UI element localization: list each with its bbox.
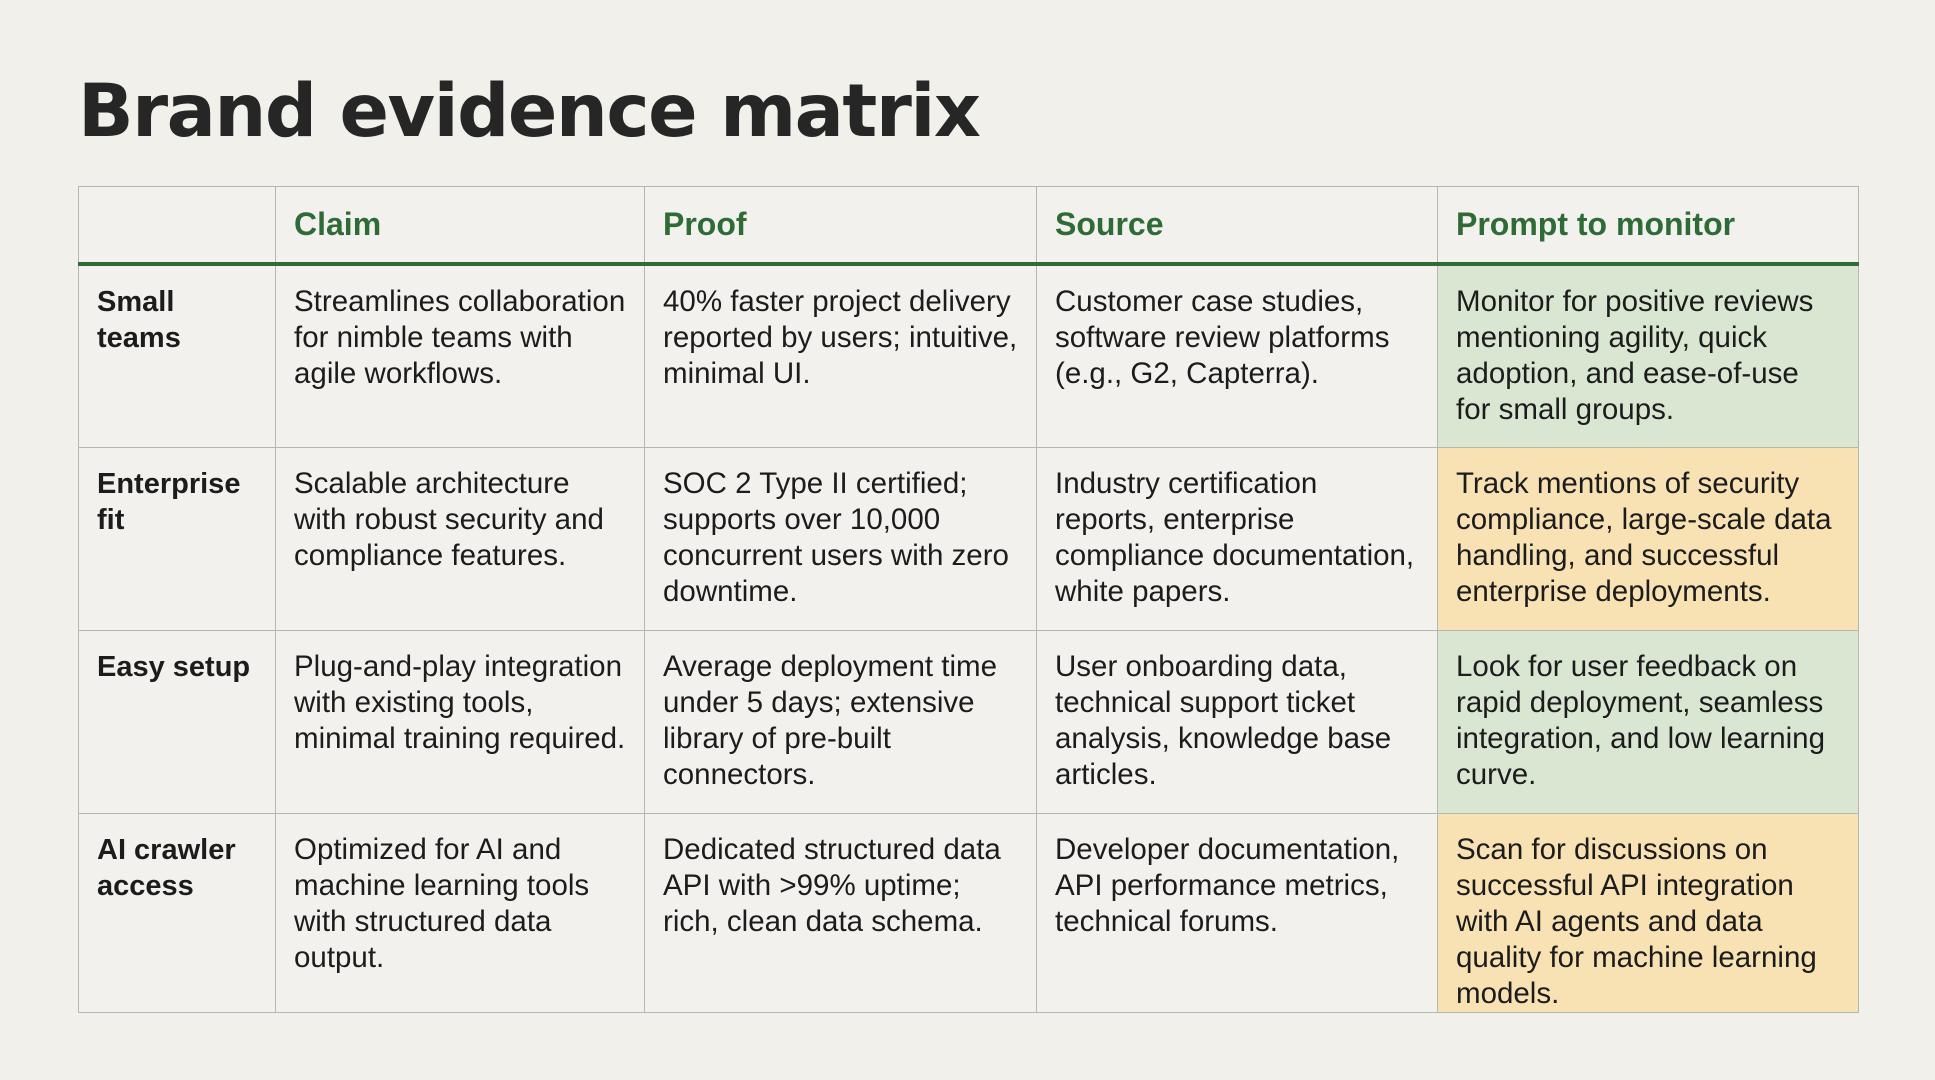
source-cell: Customer case studies, software review p…: [1036, 263, 1438, 448]
row-label-ai-crawler-access: AI crawler access: [78, 812, 276, 1013]
column-header-claim: Claim: [275, 186, 645, 266]
table-row: AI crawler access Optimized for AI and m…: [78, 812, 1859, 1013]
evidence-matrix-table: Claim Proof Source Prompt to monitor Sma…: [78, 186, 1859, 1013]
claim-cell: Optimized for AI and machine learning to…: [275, 812, 645, 1013]
prompt-cell: Monitor for positive reviews mentioning …: [1437, 263, 1859, 448]
proof-cell: Dedicated structured data API with >99% …: [644, 812, 1037, 1013]
column-header-proof: Proof: [644, 186, 1037, 266]
page-title: Brand evidence matrix: [78, 69, 981, 154]
row-label-easy-setup: Easy setup: [78, 629, 276, 814]
claim-cell: Plug-and-play integration with existing …: [275, 629, 645, 814]
column-header-source: Source: [1036, 186, 1438, 266]
column-header-label: [78, 186, 276, 266]
proof-cell: SOC 2 Type II certified; supports over 1…: [644, 446, 1037, 631]
source-cell: User onboarding data, technical support …: [1036, 629, 1438, 814]
row-label-enterprise-fit: Enterprise fit: [78, 446, 276, 631]
table-header-row: Claim Proof Source Prompt to monitor: [78, 186, 1859, 266]
prompt-cell: Look for user feedback on rapid deployme…: [1437, 629, 1859, 814]
source-cell: Industry certification reports, enterpri…: [1036, 446, 1438, 631]
table-row: Enterprise fit Scalable architecture wit…: [78, 446, 1859, 631]
row-label-small-teams: Small teams: [78, 263, 276, 448]
table-row: Small teams Streamlines collaboration fo…: [78, 263, 1859, 448]
proof-cell: 40% faster project delivery reported by …: [644, 263, 1037, 448]
proof-cell: Average deployment time under 5 days; ex…: [644, 629, 1037, 814]
prompt-cell: Scan for discussions on successful API i…: [1437, 812, 1859, 1013]
claim-cell: Streamlines collaboration for nimble tea…: [275, 263, 645, 448]
column-header-prompt: Prompt to monitor: [1437, 186, 1859, 266]
source-cell: Developer documentation, API performance…: [1036, 812, 1438, 1013]
claim-cell: Scalable architecture with robust securi…: [275, 446, 645, 631]
table-row: Easy setup Plug-and-play integration wit…: [78, 629, 1859, 814]
prompt-cell: Track mentions of security compliance, l…: [1437, 446, 1859, 631]
